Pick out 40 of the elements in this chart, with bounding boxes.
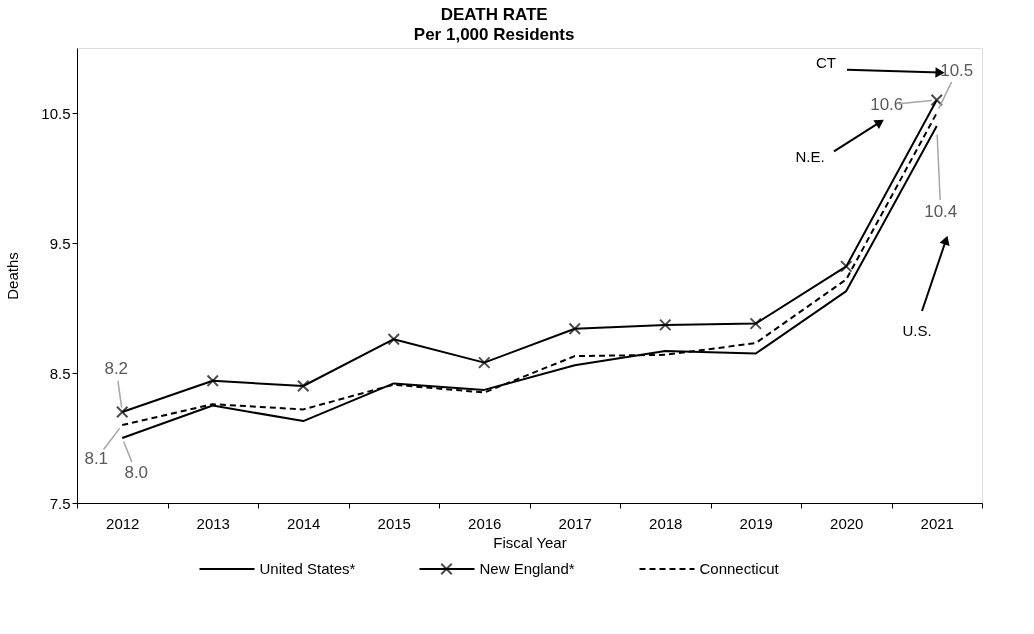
- x-tick-label: 2019: [739, 514, 773, 532]
- x-tick-label: 2016: [468, 514, 502, 532]
- x-tick-label: 2021: [920, 514, 954, 532]
- y-tick-label: 8.5: [49, 364, 71, 382]
- annotation: N.E.: [795, 148, 825, 166]
- annotation: U.S.: [902, 321, 932, 339]
- point: [659, 318, 672, 332]
- point: [206, 374, 219, 388]
- annotation: 10.4: [924, 202, 958, 221]
- annotation: 8.2: [104, 359, 129, 378]
- x-tick-label: 2014: [287, 514, 321, 532]
- point: [116, 405, 129, 419]
- chart-subtitle: Per 1,000 Residents: [413, 24, 575, 44]
- x-tick-label: 2018: [649, 514, 683, 532]
- x-axis-title: Fiscal Year: [493, 533, 567, 551]
- y-tick-label: 10.5: [41, 104, 71, 122]
- point: [749, 317, 762, 330]
- chart-title: DEATH RATE: [440, 4, 548, 24]
- point: [478, 356, 491, 369]
- y-tick-label: 7.5: [49, 494, 71, 512]
- annotation: 10.5: [940, 61, 974, 80]
- x-tick-label: 2012: [106, 514, 140, 532]
- legend-label: United States*: [259, 560, 356, 577]
- y-tick-label: 9.5: [49, 234, 71, 252]
- annotation: 10.6: [870, 95, 904, 114]
- point: [568, 322, 581, 336]
- x-tick-label: 2013: [196, 514, 230, 532]
- x-tick-label: 2020: [830, 514, 864, 532]
- legend-label: New England*: [479, 560, 575, 577]
- y-axis-title: Deaths: [4, 252, 22, 300]
- x-tick-label: 2017: [558, 514, 592, 532]
- point: [297, 379, 310, 393]
- x-tick-label: 2015: [377, 514, 411, 532]
- legend-label: Connecticut: [699, 560, 780, 577]
- annotation: CT: [816, 53, 836, 71]
- annotation: 8.0: [124, 463, 149, 482]
- point: [930, 93, 943, 107]
- annotation: 8.1: [84, 449, 109, 468]
- point: [387, 332, 400, 346]
- point: [840, 260, 853, 273]
